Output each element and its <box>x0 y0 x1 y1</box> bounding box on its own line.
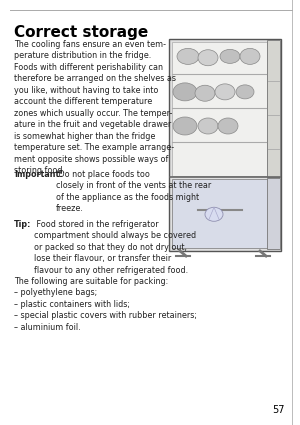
FancyBboxPatch shape <box>172 178 278 248</box>
Ellipse shape <box>240 48 260 64</box>
Ellipse shape <box>218 118 238 134</box>
Ellipse shape <box>173 83 197 101</box>
Ellipse shape <box>195 85 215 101</box>
Text: Tip:: Tip: <box>14 220 32 229</box>
Ellipse shape <box>173 117 197 135</box>
FancyBboxPatch shape <box>172 42 267 176</box>
Text: Do not place foods too
closely in front of the vents at the rear
of the applianc: Do not place foods too closely in front … <box>56 170 211 213</box>
FancyBboxPatch shape <box>267 40 280 176</box>
Ellipse shape <box>198 118 218 134</box>
Text: The following are suitable for packing:
– polyethylene bags;
– plastic container: The following are suitable for packing: … <box>14 277 197 332</box>
Ellipse shape <box>177 48 199 64</box>
Ellipse shape <box>236 85 254 99</box>
Text: 57: 57 <box>272 405 285 415</box>
Ellipse shape <box>205 207 223 221</box>
FancyBboxPatch shape <box>169 39 281 251</box>
Text: The cooling fans ensure an even tem-
perature distribution in the fridge.
Foods : The cooling fans ensure an even tem- per… <box>14 40 176 175</box>
Text: Food stored in the refrigerator
compartment should always be covered
or packed s: Food stored in the refrigerator compartm… <box>34 220 196 275</box>
Ellipse shape <box>220 49 240 63</box>
Ellipse shape <box>198 50 218 66</box>
Text: Correct storage: Correct storage <box>14 25 148 40</box>
Ellipse shape <box>215 84 235 100</box>
FancyBboxPatch shape <box>267 178 280 249</box>
Text: Important!: Important! <box>14 170 63 179</box>
